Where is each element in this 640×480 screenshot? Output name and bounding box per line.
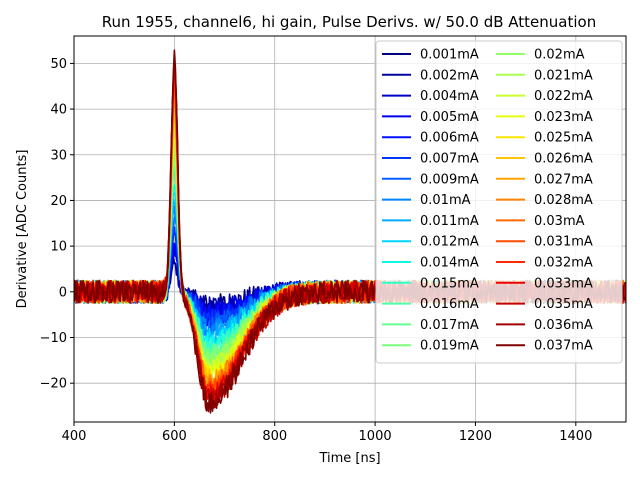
x-tick-label: 400 [62,429,87,444]
axis-ticks: 400 600 800 1000 1200 1400 −20 −10 0 10 20 30 40 50 [40,57,593,444]
legend-label: 0.017mA [420,318,479,333]
legend-label: 0.012mA [420,235,479,250]
legend-label: 0.028mA [534,193,593,208]
legend-label: 0.033mA [534,276,593,291]
y-tick-label: 20 [50,194,67,209]
legend-label: 0.022mA [534,89,593,104]
y-tick-label: 50 [50,57,67,72]
legend-box [375,40,623,364]
legend-label: 0.035mA [534,297,593,312]
legend-label: 0.007mA [420,152,479,167]
legend-label: 0.02mA [534,48,585,63]
legend-label: 0.031mA [534,235,593,250]
legend-label: 0.025mA [534,131,593,146]
y-tick-label: 40 [50,103,67,118]
y-axis-label: Derivative [ADC Counts] [15,150,30,309]
legend-label: 0.006mA [420,131,479,146]
legend-label: 0.023mA [534,110,593,125]
legend-label: 0.011mA [420,214,479,229]
legend-label: 0.015mA [420,276,479,291]
x-tick-label: 800 [262,429,287,444]
legend-label: 0.019mA [420,339,479,354]
legend-label: 0.002mA [420,68,479,83]
legend-label: 0.005mA [420,110,479,125]
legend-label: 0.026mA [534,152,593,167]
x-tick-label: 1200 [459,429,492,444]
x-axis-label: Time [ns] [318,451,380,466]
legend-label: 0.032mA [534,256,593,271]
y-tick-label: 10 [50,240,67,255]
legend-label: 0.036mA [534,318,593,333]
plot-frame [73,35,627,423]
legend: 0.001mA 0.002mA 0.004mA 0.005mA 0.006mA 0.007… [375,40,623,364]
y-tick-label: −20 [40,377,67,392]
y-tick-label: 30 [50,148,67,163]
legend-label: 0.01mA [420,193,471,208]
legend-label: 0.016mA [420,297,479,312]
legend-label: 0.021mA [534,68,593,83]
y-tick-label: −10 [40,331,67,346]
y-tick-label: 0 [59,285,67,300]
legend-label: 0.014mA [420,256,479,271]
legend-label: 0.027mA [534,172,593,187]
legend-label: 0.001mA [420,48,479,63]
legend-label: 0.037mA [534,339,593,354]
legend-label: 0.009mA [420,172,479,187]
x-tick-label: 600 [162,429,187,444]
legend-label: 0.004mA [420,89,479,104]
chart-title: Run 1955, channel6, hi gain, Pulse Deriv… [102,13,596,31]
legend-label: 0.03mA [534,214,585,229]
x-tick-label: 1000 [359,429,392,444]
x-tick-label: 1400 [559,429,592,444]
